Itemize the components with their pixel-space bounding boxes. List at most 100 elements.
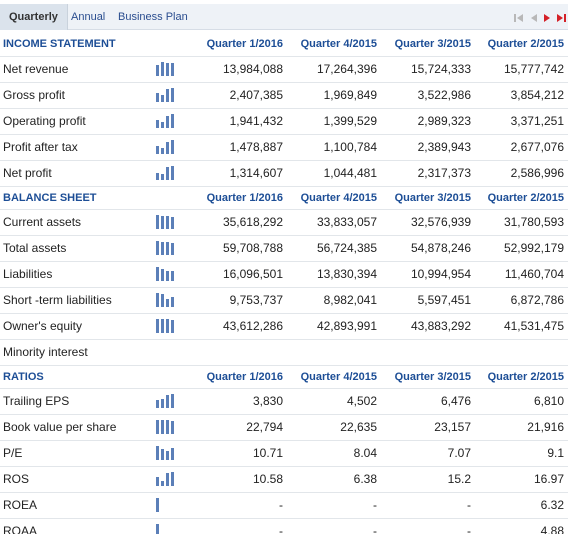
sparkline-cell xyxy=(148,209,192,236)
sparkline-cell xyxy=(148,261,192,288)
last-page-icon[interactable] xyxy=(555,12,567,26)
mini-bar-chart-icon[interactable] xyxy=(156,140,174,155)
value-cell xyxy=(287,339,381,366)
row-label: Gross profit xyxy=(0,82,148,109)
value-cell xyxy=(475,339,568,366)
quarter-header: Quarter 2/2015 xyxy=(475,33,568,57)
mini-bar xyxy=(166,451,169,461)
value-cell: 15.2 xyxy=(381,466,475,493)
financial-table: INCOME STATEMENT Quarter 1/2016 Quarter 4/… xyxy=(0,33,568,534)
mini-bar-chart-icon[interactable] xyxy=(156,267,174,282)
value-cell: 43,883,292 xyxy=(381,313,475,340)
prev-page-icon[interactable] xyxy=(528,12,540,26)
table-row: Minority interest xyxy=(0,339,568,366)
value-cell: 6,810 xyxy=(475,388,568,415)
mini-bar xyxy=(156,173,159,181)
row-label: ROAA xyxy=(0,518,148,534)
value-cell: 2,407,385 xyxy=(192,82,287,109)
mini-bar-chart-icon[interactable] xyxy=(156,394,174,409)
value-cell: - xyxy=(287,518,381,534)
section-title: RATIOS xyxy=(0,365,192,389)
value-cell: - xyxy=(287,492,381,519)
table-row: ROEA - - -6.32 xyxy=(0,492,568,519)
quarter-header: Quarter 3/2015 xyxy=(381,365,475,389)
mini-bar xyxy=(161,174,164,181)
mini-bar xyxy=(171,243,174,256)
mini-bar-chart-icon[interactable] xyxy=(156,498,159,513)
tab-quarterly[interactable]: Quarterly xyxy=(0,4,68,30)
value-cell: 2,317,373 xyxy=(381,160,475,187)
table-row: P/E 10.71 8.04 7.07 9.1 xyxy=(0,440,568,467)
mini-bar xyxy=(156,524,159,534)
row-label: Owner's equity xyxy=(0,313,148,340)
mini-bar xyxy=(166,63,169,77)
mini-bar xyxy=(171,114,174,129)
value-cell: 3,854,212 xyxy=(475,82,568,109)
mini-bar-chart-icon[interactable] xyxy=(156,62,174,77)
section-header-balance-sheet: BALANCE SHEET Quarter 1/2016 Quarter 4/201… xyxy=(0,186,568,210)
value-cell: 2,389,943 xyxy=(381,134,475,161)
sparkline-cell xyxy=(148,287,192,314)
value-cell: 59,708,788 xyxy=(192,235,287,262)
mini-bar-chart-icon[interactable] xyxy=(156,524,159,534)
sparkline-cell xyxy=(148,414,192,441)
mini-bar xyxy=(161,269,164,282)
mini-bar-chart-icon[interactable] xyxy=(156,215,174,230)
mini-bar xyxy=(171,421,174,435)
tab-annual[interactable]: Annual xyxy=(71,11,106,23)
mini-bar xyxy=(171,88,174,103)
value-cell: 13,984,088 xyxy=(192,56,287,83)
mini-bar xyxy=(171,271,174,282)
value-cell: 6.38 xyxy=(287,466,381,493)
value-cell: 33,833,057 xyxy=(287,209,381,236)
quarter-header: Quarter 1/2016 xyxy=(192,365,287,389)
mini-bar-chart-icon[interactable] xyxy=(156,88,174,103)
table-row: Net profit 1,314,607 1,044,481 2,317,373 2,5… xyxy=(0,160,568,187)
mini-bar-chart-icon[interactable] xyxy=(156,293,174,308)
quarter-header: Quarter 4/2015 xyxy=(287,186,381,210)
mini-bar xyxy=(161,449,164,461)
table-row: Gross profit 2,407,385 1,969,849 3,522,986 3… xyxy=(0,82,568,109)
value-cell: 41,531,475 xyxy=(475,313,568,340)
sparkline-cell xyxy=(148,56,192,83)
mini-bar-chart-icon[interactable] xyxy=(156,446,174,461)
value-cell: 16,096,501 xyxy=(192,261,287,288)
value-cell: 4,502 xyxy=(287,388,381,415)
value-cell: 56,724,385 xyxy=(287,235,381,262)
value-cell: 6.32 xyxy=(475,492,568,519)
mini-bar xyxy=(171,217,174,230)
mini-bar-chart-icon[interactable] xyxy=(156,420,174,435)
mini-bar-chart-icon[interactable] xyxy=(156,241,174,256)
sparkline-cell xyxy=(148,235,192,262)
mini-bar xyxy=(171,297,174,308)
tab-business-plan[interactable]: Business Plan xyxy=(118,11,188,23)
mini-bar xyxy=(156,120,159,129)
mini-bar-chart-icon[interactable] xyxy=(156,319,174,334)
value-cell: 13,830,394 xyxy=(287,261,381,288)
row-label: Total assets xyxy=(0,235,148,262)
sparkline-cell xyxy=(148,388,192,415)
row-label: Net profit xyxy=(0,160,148,187)
value-cell: 52,992,179 xyxy=(475,235,568,262)
mini-bar xyxy=(161,95,164,103)
mini-bar xyxy=(171,320,174,334)
mini-bar xyxy=(166,473,169,487)
first-page-icon[interactable] xyxy=(513,12,525,26)
value-cell: 11,460,704 xyxy=(475,261,568,288)
next-page-icon[interactable] xyxy=(541,12,553,26)
mini-bar xyxy=(156,293,159,308)
mini-bar-chart-icon[interactable] xyxy=(156,114,174,129)
section-title: BALANCE SHEET xyxy=(0,186,192,210)
mini-bar-chart-icon[interactable] xyxy=(156,166,174,181)
mini-bar xyxy=(156,146,159,155)
row-label: Profit after tax xyxy=(0,134,148,161)
value-cell: 9.1 xyxy=(475,440,568,467)
table-row: Trailing EPS 3,830 4,502 6,476 6,810 xyxy=(0,388,568,415)
mini-bar-chart-icon[interactable] xyxy=(156,472,174,487)
value-cell: 22,635 xyxy=(287,414,381,441)
quarter-header: Quarter 3/2015 xyxy=(381,33,475,57)
value-cell: 8.04 xyxy=(287,440,381,467)
mini-bar xyxy=(161,62,164,77)
mini-bar xyxy=(156,420,159,435)
value-cell: 1,044,481 xyxy=(287,160,381,187)
